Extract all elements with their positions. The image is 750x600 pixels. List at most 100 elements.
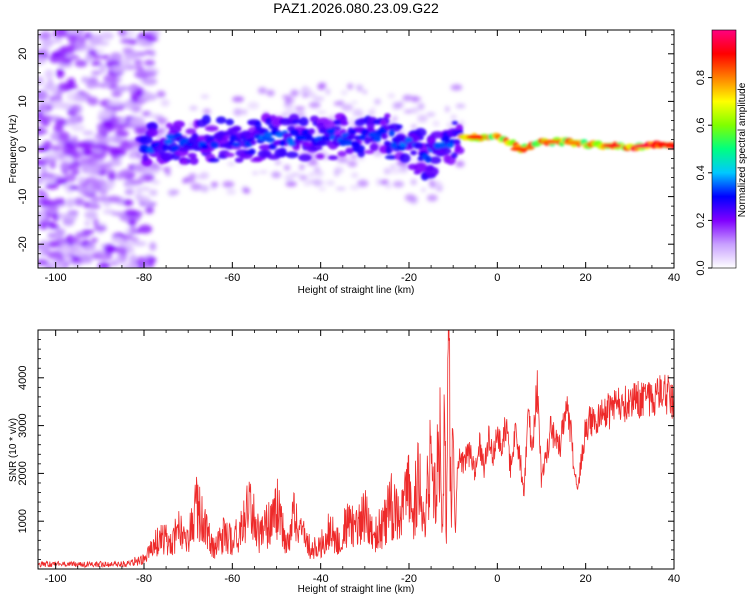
spectrogram-noise-blob bbox=[318, 187, 326, 191]
spectrogram-noise-blob bbox=[133, 70, 150, 79]
snr-ticks: -100 -80 -60 -40 -20 0 20 40 1000 2000 3000 4000 bbox=[17, 329, 680, 585]
spectrogram-noise-blob bbox=[398, 100, 405, 109]
spectrogram-noise-blob bbox=[124, 30, 136, 38]
spectrogram-ridge-blob bbox=[388, 129, 395, 137]
spectrogram-ridge-blob bbox=[410, 150, 418, 156]
spectrogram-noise-blob bbox=[38, 210, 47, 220]
spectrogram-ridge-blob bbox=[279, 139, 286, 147]
spectrogram-cloud-blob bbox=[265, 117, 272, 126]
spectrogram-noise-blob bbox=[258, 170, 268, 174]
spectrogram-noise-blob bbox=[72, 152, 79, 160]
spectrogram-noise-blob bbox=[132, 241, 147, 247]
spectrogram-ridge-blob bbox=[390, 142, 398, 149]
spectrogram-noise-blob bbox=[284, 98, 291, 106]
spectrogram-noise-blob bbox=[102, 199, 112, 208]
spectrogram-noise-blob bbox=[67, 33, 78, 44]
spectrogram-cloud-blob bbox=[369, 143, 379, 151]
spectrogram-noise-blob bbox=[70, 245, 80, 251]
spectrogram-noise-blob bbox=[124, 263, 140, 268]
spectrogram-noise-blob bbox=[63, 255, 73, 263]
spectrogram-noise-blob bbox=[48, 224, 60, 230]
spectrogram-noise-blob bbox=[94, 148, 103, 154]
spectrogram-noise-blob bbox=[138, 224, 153, 234]
spectrogram-noise-blob bbox=[87, 35, 103, 45]
spectrogram-noise-blob bbox=[302, 85, 308, 92]
spectrogram-ridge-blob bbox=[435, 149, 446, 155]
spectrogram-noise-blob bbox=[417, 102, 425, 111]
spectrogram-x-axis-label: Height of straight line (km) bbox=[298, 285, 415, 296]
spectrogram-cloud-blob bbox=[225, 118, 234, 126]
spectrogram-noise-blob bbox=[77, 149, 84, 154]
spectrogram-noise-blob bbox=[38, 146, 51, 153]
spectrogram-noise-blob bbox=[128, 179, 144, 185]
spectrogram-noise-blob bbox=[421, 187, 426, 192]
spectrogram-noise-blob bbox=[130, 149, 138, 160]
spectrogram-ridge-blob bbox=[265, 137, 276, 143]
spectrogram-ridge-blob bbox=[163, 139, 173, 145]
spectrogram-noise-blob bbox=[68, 117, 80, 123]
spectrogram-noise-blob bbox=[135, 186, 143, 196]
spectrogram-noise-blob bbox=[144, 36, 159, 42]
spectrogram-noise-blob bbox=[129, 225, 137, 235]
spectrogram-cloud-blob bbox=[146, 122, 157, 130]
spectrogram-ridge-blob bbox=[223, 142, 230, 148]
spectrogram-noise-blob bbox=[384, 183, 392, 189]
spectrogram-noise-blob bbox=[338, 100, 345, 106]
spectrogram-noise-blob bbox=[107, 171, 116, 181]
spectrogram-noise-blob bbox=[137, 51, 146, 57]
spectrogram-cloud-blob bbox=[323, 120, 336, 129]
spectrogram-cloud-blob bbox=[274, 148, 286, 158]
spectrogram-cloud-blob bbox=[181, 159, 188, 165]
spectrogram-noise-blob bbox=[123, 181, 131, 187]
spectrogram-ridge-blob bbox=[305, 133, 313, 140]
spectrogram-noise-blob bbox=[347, 83, 354, 90]
spectrogram-noise-blob bbox=[299, 174, 308, 181]
spectrogram-ridge-blob bbox=[241, 130, 252, 138]
spectrogram-noise-blob bbox=[53, 30, 65, 39]
spectrogram-noise-blob bbox=[68, 185, 80, 191]
spectrogram-noise-blob bbox=[64, 173, 77, 183]
spectrogram-noise-blob bbox=[92, 81, 101, 88]
spectrogram-cloud-blob bbox=[395, 124, 403, 129]
spectrogram-noise-blob bbox=[71, 135, 78, 145]
spectrogram-noise-blob bbox=[354, 84, 364, 89]
snr-x-tick-label: 20 bbox=[580, 573, 592, 585]
chart-title: PAZ1.2026.080.23.09.G22 bbox=[273, 0, 439, 16]
spectrogram-noise-blob bbox=[110, 65, 126, 73]
spectrogram-cloud-blob bbox=[379, 119, 387, 126]
spectrogram-noise-blob bbox=[107, 195, 121, 203]
spectrogram-noise-blob bbox=[340, 126, 347, 130]
spectrogram-cloud-blob bbox=[451, 120, 459, 126]
spectrogram-noise-blob bbox=[402, 94, 413, 102]
spectrogram-noise-blob bbox=[114, 122, 125, 132]
spectrogram-ridge-blob bbox=[364, 136, 371, 145]
spectrogram-noise-blob bbox=[350, 100, 358, 104]
spectrogram-noise-blob bbox=[411, 95, 419, 103]
spectrogram-noise-blob bbox=[90, 195, 101, 203]
spectrogram-noise-blob bbox=[390, 164, 395, 169]
colorbar-tick-label: 0.8 bbox=[695, 70, 707, 85]
spectrogram-noise-blob bbox=[333, 169, 340, 177]
spectrogram-noise-blob bbox=[47, 78, 54, 87]
spectrogram-noise-blob bbox=[40, 220, 47, 231]
spectrogram-ridge-blob bbox=[438, 141, 447, 148]
spectrogram-noise-blob bbox=[111, 147, 127, 157]
spectrogram-noise-blob bbox=[81, 229, 95, 235]
spectrogram-ridge-blob bbox=[377, 127, 387, 135]
spectrogram-noise-blob bbox=[90, 77, 98, 82]
spectrogram-noise-blob bbox=[162, 167, 172, 171]
spectrogram-noise-blob bbox=[147, 113, 160, 119]
spectrogram-noise-blob bbox=[347, 160, 358, 168]
snr-y-tick-label: 4000 bbox=[17, 366, 29, 390]
snr-x-tick-label: -20 bbox=[401, 573, 417, 585]
spectrogram-noise-blob bbox=[285, 181, 297, 187]
spectrogram-noise-blob bbox=[316, 110, 327, 115]
spectrogram-noise-blob bbox=[40, 165, 48, 176]
spectrogram-x-tick-label: -80 bbox=[136, 272, 152, 284]
spectrogram-cloud-blob bbox=[340, 120, 349, 126]
snr-series-line bbox=[38, 330, 674, 569]
spectrogram-ridge-blob bbox=[344, 138, 353, 146]
spectrogram-noise-blob bbox=[58, 131, 70, 142]
spectrogram-noise-blob bbox=[101, 54, 110, 60]
spectrogram-ridge-blob bbox=[224, 130, 234, 136]
